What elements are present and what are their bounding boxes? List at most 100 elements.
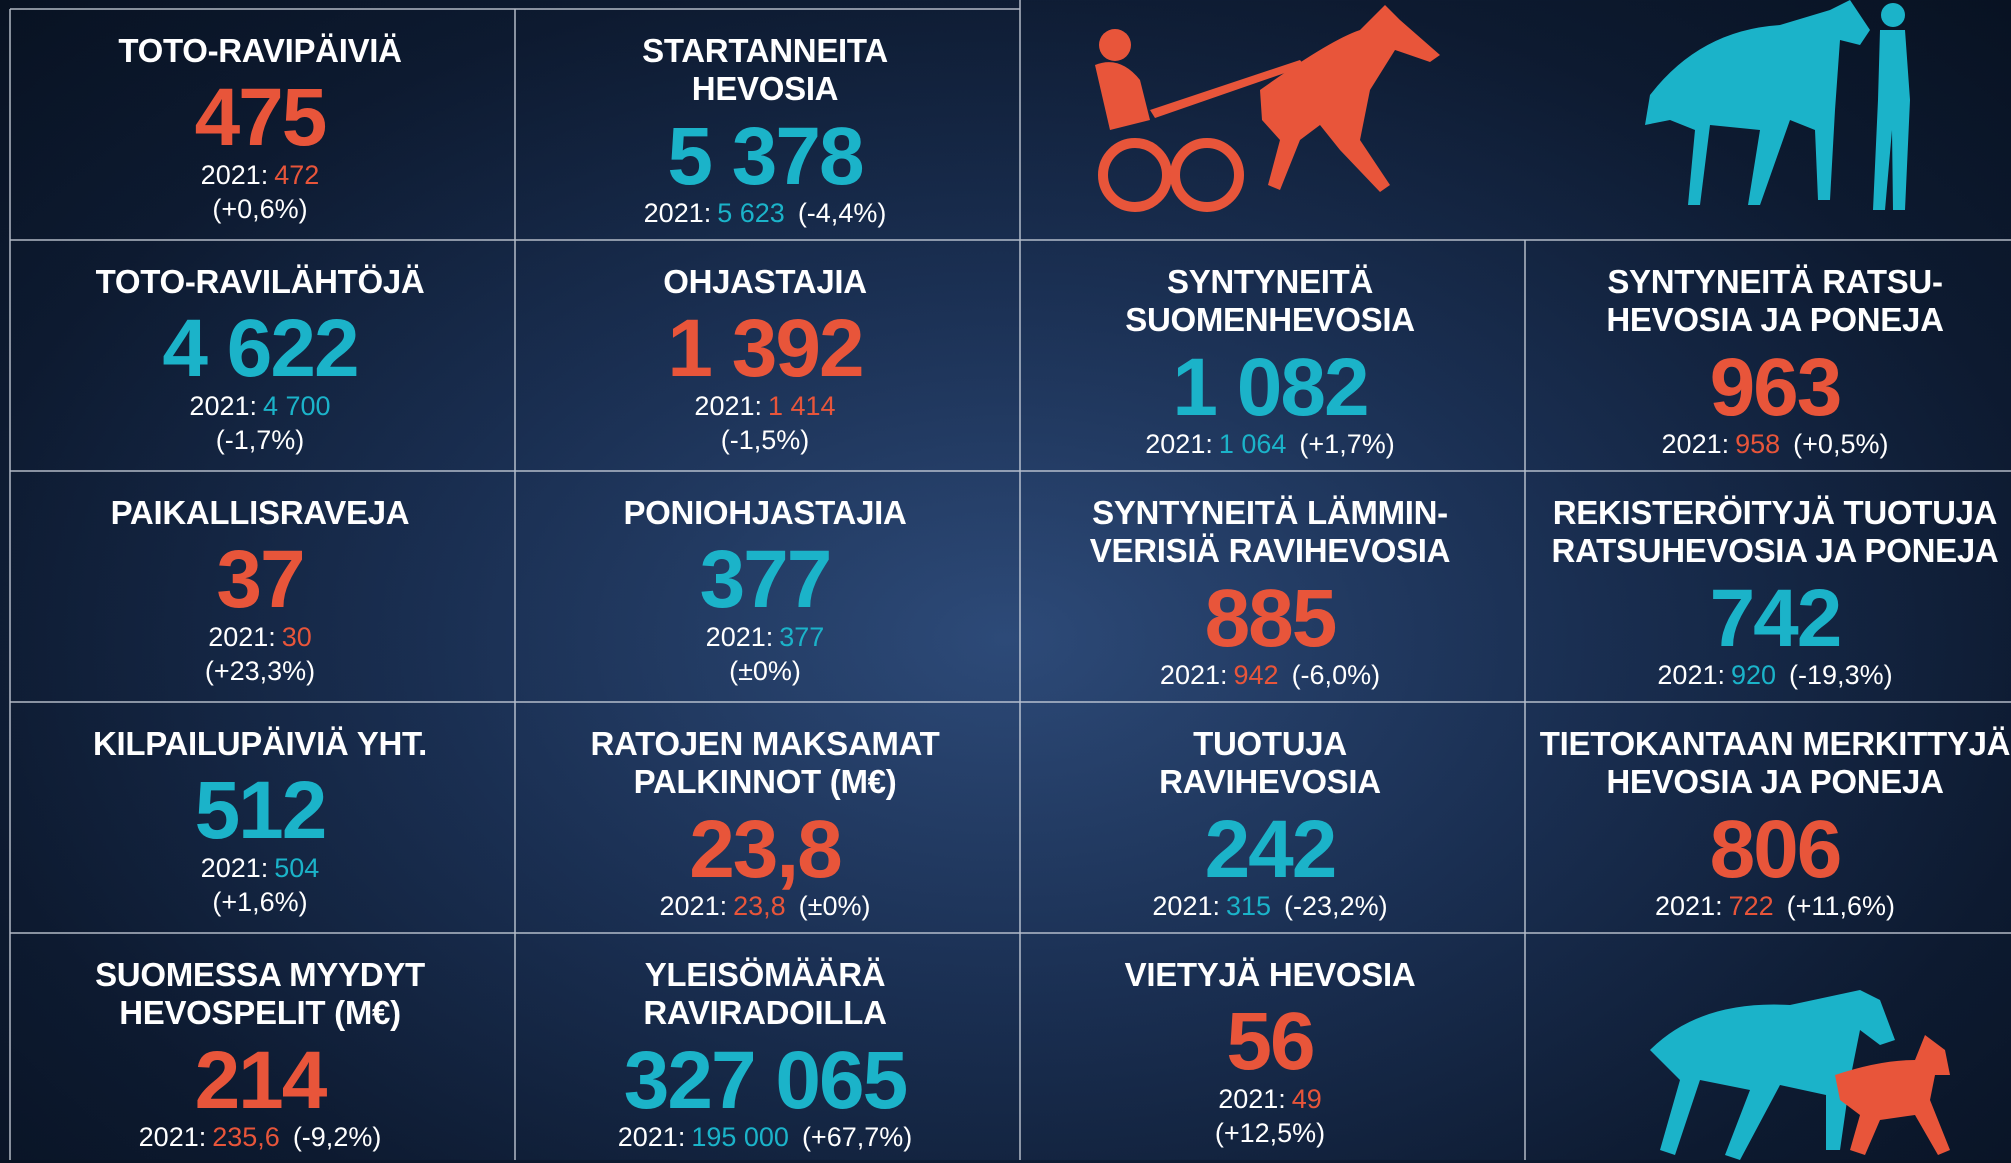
stat-title: PAIKALLISRAVEJA xyxy=(10,494,510,532)
stat-previous-line: 2021:1 064 (+1,7%) xyxy=(1020,428,1520,460)
stat-title: VERISIÄ RAVIHEVOSIA xyxy=(1020,532,1520,570)
stat-previous-line: 2021:4 700 xyxy=(10,390,510,422)
change: (+67,7%) xyxy=(802,1122,912,1152)
stat-value: 1 392 xyxy=(515,307,1015,391)
stat-previous-line: 2021:235,6(-9,2%) xyxy=(10,1121,510,1153)
stat-title: HEVOSIA JA PONEJA xyxy=(1525,301,2011,339)
stat-previous-line: 2021:472 xyxy=(10,159,510,191)
stat-value: 806 xyxy=(1525,808,2011,892)
stat-value: 5 378 xyxy=(515,115,1015,199)
year-label: 2021: xyxy=(706,622,774,652)
trotter-icon xyxy=(1095,5,1440,207)
previous-value: 722 xyxy=(1729,891,1774,921)
previous-value: 315 xyxy=(1226,891,1271,921)
previous-value: 504 xyxy=(274,853,319,883)
year-label: 2021: xyxy=(694,391,762,421)
year-label: 2021: xyxy=(208,622,276,652)
previous-value: 49 xyxy=(1292,1084,1322,1114)
stat-title: RAVIHEVOSIA xyxy=(1020,763,1520,801)
year-label: 2021: xyxy=(1145,429,1213,459)
change: (+0,5%) xyxy=(1793,429,1888,459)
stat-title: YLEISÖMÄÄRÄ xyxy=(515,956,1015,994)
previous-value: 30 xyxy=(282,622,312,652)
stat-value: 512 xyxy=(10,769,510,853)
stat-value: 377 xyxy=(515,538,1015,622)
stat-value: 963 xyxy=(1525,346,2011,430)
stat-value: 242 xyxy=(1020,808,1520,892)
change: (-23,2%) xyxy=(1284,891,1388,921)
stat-value: 4 622 xyxy=(10,307,510,391)
stat-title: OHJASTAJIA xyxy=(515,263,1015,301)
change: (-9,2%) xyxy=(293,1122,382,1152)
stat-value: 214 xyxy=(10,1039,510,1123)
year-label: 2021: xyxy=(644,198,712,228)
year-label: 2021: xyxy=(1655,891,1723,921)
stat-previous-line: 2021:49 xyxy=(1020,1083,1520,1115)
stat-value: 742 xyxy=(1525,577,2011,661)
stat-title: PALKINNOT (M€) xyxy=(515,763,1015,801)
year-label: 2021: xyxy=(1152,891,1220,921)
year-label: 2021: xyxy=(201,853,269,883)
stat-value: 475 xyxy=(10,76,510,160)
stat-value: 23,8 xyxy=(515,808,1015,892)
previous-value: 942 xyxy=(1234,660,1279,690)
stat-title: SUOMESSA MYYDYT xyxy=(10,956,510,994)
stat-previous-line: 2021:377 xyxy=(515,621,1015,653)
year-label: 2021: xyxy=(201,160,269,190)
stat-previous-line: 2021:5 623 (-4,4%) xyxy=(515,197,1015,229)
stat-title: SUOMENHEVOSIA xyxy=(1020,301,1520,339)
stat-value: 327 065 xyxy=(515,1039,1015,1123)
year-label: 2021: xyxy=(189,391,257,421)
stat-title: TIETOKANTAAN MERKITTYJÄ xyxy=(1525,725,2011,763)
previous-value: 1 064 xyxy=(1219,429,1287,459)
previous-value: 23,8 xyxy=(733,891,786,921)
stat-value: 1 082 xyxy=(1020,346,1520,430)
stat-previous-line: 2021:722 (+11,6%) xyxy=(1525,890,2011,922)
stat-previous-line: 2021:30 xyxy=(10,621,510,653)
change: (+23,3%) xyxy=(10,655,510,687)
stat-previous-line: 2021:195 000 (+67,7%) xyxy=(515,1121,1015,1153)
year-label: 2021: xyxy=(1218,1084,1286,1114)
stat-title: PONIOHJASTAJIA xyxy=(515,494,1015,532)
previous-value: 5 623 xyxy=(717,198,785,228)
year-label: 2021: xyxy=(1160,660,1228,690)
change: (+11,6%) xyxy=(1787,891,1895,921)
stat-title: HEVOSIA JA PONEJA xyxy=(1525,763,2011,801)
change: (+0,6%) xyxy=(10,193,510,225)
year-label: 2021: xyxy=(618,1122,686,1152)
stat-title: RATOJEN MAKSAMAT xyxy=(515,725,1015,763)
stat-previous-line: 2021:1 414 xyxy=(515,390,1015,422)
stat-previous-line: 2021:504 xyxy=(10,852,510,884)
stat-title: RAVIRADOILLA xyxy=(515,994,1015,1032)
stat-title: HEVOSIA xyxy=(515,70,1015,108)
previous-value: 195 000 xyxy=(691,1122,789,1152)
previous-value: 920 xyxy=(1731,660,1776,690)
stat-title: KILPAILUPÄIVIÄ YHT. xyxy=(10,725,510,763)
change: (-4,4%) xyxy=(798,198,887,228)
stat-title: RATSUHEVOSIA JA PONEJA xyxy=(1525,532,2011,570)
stat-value: 885 xyxy=(1020,577,1520,661)
previous-value: 4 700 xyxy=(263,391,331,421)
change: (-1,5%) xyxy=(515,424,1015,456)
year-label: 2021: xyxy=(139,1122,207,1152)
change: (+1,7%) xyxy=(1299,429,1394,459)
stat-title: VIETYJÄ HEVOSIA xyxy=(1020,956,1520,994)
page: TOTO-RAVIPÄIVIÄ4752021:472(+0,6%)STARTAN… xyxy=(0,0,2011,1160)
change: (+1,6%) xyxy=(10,886,510,918)
change: (-1,7%) xyxy=(10,424,510,456)
stat-title: TOTO-RAVILÄHTÖJÄ xyxy=(10,263,510,301)
stat-cell: PAIKALLISRAVEJA372021:30(+23,3%) xyxy=(10,471,510,701)
change: (-19,3%) xyxy=(1789,660,1893,690)
